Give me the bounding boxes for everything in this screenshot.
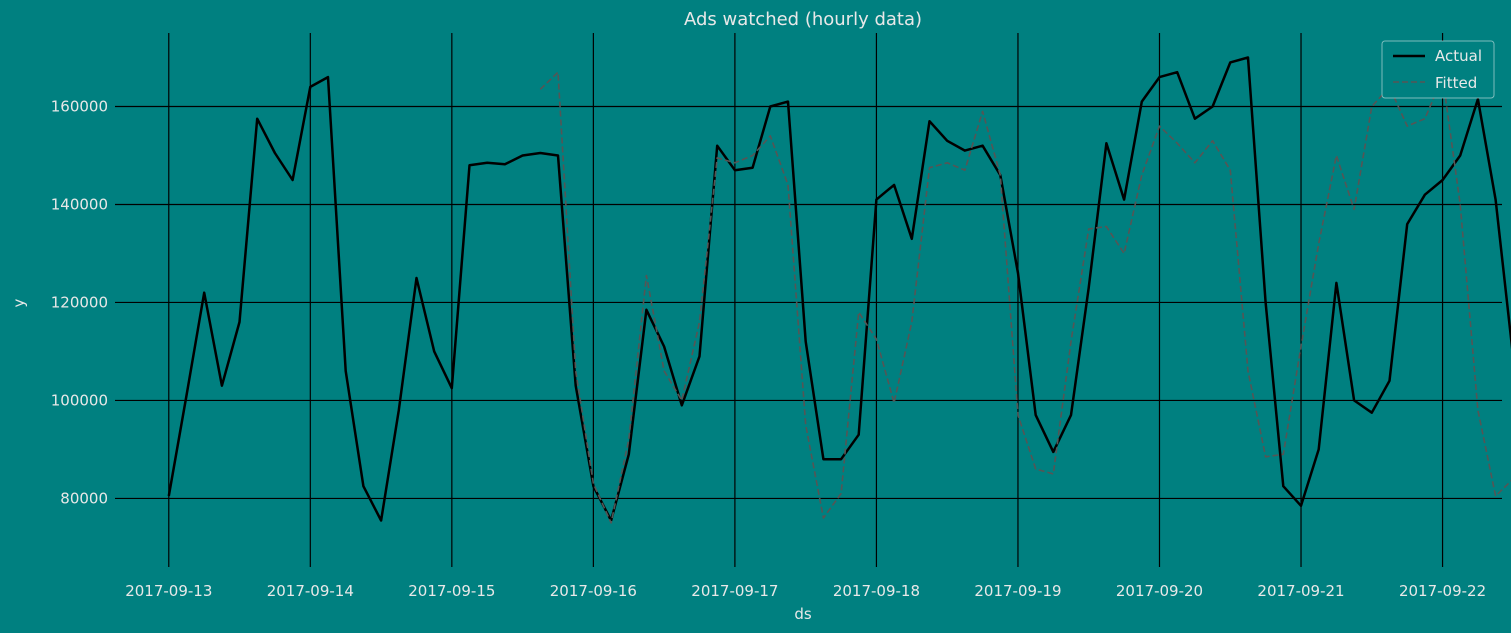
legend-label-actual: Actual [1435, 47, 1482, 65]
legend: Actual Fitted [1381, 40, 1495, 99]
x-tick-label: 2017-09-21 [1257, 582, 1344, 600]
y-tick-label: 120000 [51, 293, 108, 311]
series-lines [167, 56, 1511, 524]
x-axis-label: ds [794, 605, 812, 623]
x-tick-label: 2017-09-20 [1116, 582, 1203, 600]
y-tick-label: 140000 [51, 195, 108, 213]
y-tick-label: 80000 [60, 489, 108, 507]
grid [115, 33, 1502, 567]
legend-label-fitted: Fitted [1435, 74, 1477, 92]
x-tick-label: 2017-09-18 [833, 582, 920, 600]
x-tick-label: 2017-09-13 [125, 582, 212, 600]
series-line-actual [167, 56, 1511, 522]
y-tick-labels: 80000 100000 120000 140000 160000 [51, 97, 108, 507]
x-tick-label: 2017-09-15 [408, 582, 495, 600]
x-tick-labels: 2017-09-13 2017-09-14 2017-09-15 2017-09-16… [125, 582, 1486, 600]
chart-title: Ads watched (hourly data) [684, 9, 922, 30]
y-tick-label: 100000 [51, 391, 108, 409]
x-tick-label: 2017-09-14 [267, 582, 354, 600]
x-tick-label: 2017-09-19 [974, 582, 1061, 600]
y-tick-label: 160000 [51, 97, 108, 115]
series-line-fitted [539, 71, 1511, 524]
x-tick-label: 2017-09-22 [1399, 582, 1486, 600]
y-axis-label: y [10, 298, 28, 307]
x-tick-label: 2017-09-16 [550, 582, 637, 600]
x-tick-label: 2017-09-17 [691, 582, 778, 600]
